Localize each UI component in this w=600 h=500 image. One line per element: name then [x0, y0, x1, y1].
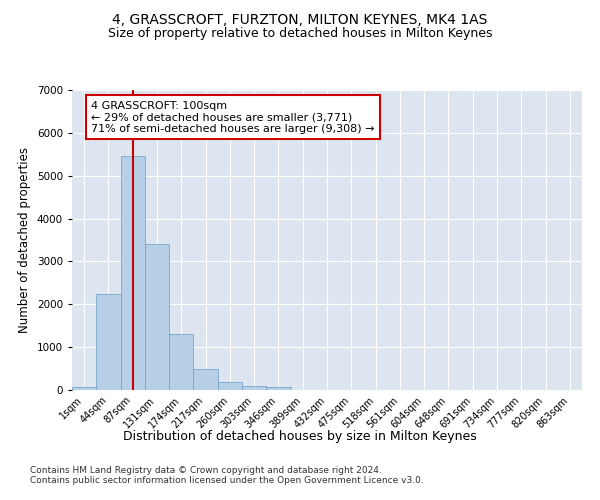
Bar — [266, 388, 290, 390]
Bar — [96, 294, 121, 390]
Bar — [193, 370, 218, 390]
Bar — [145, 244, 169, 390]
Bar — [121, 156, 145, 390]
Text: 4, GRASSCROFT, FURZTON, MILTON KEYNES, MK4 1AS: 4, GRASSCROFT, FURZTON, MILTON KEYNES, M… — [112, 12, 488, 26]
Text: Distribution of detached houses by size in Milton Keynes: Distribution of detached houses by size … — [123, 430, 477, 443]
Bar — [242, 386, 266, 390]
Bar — [72, 386, 96, 390]
Text: 4 GRASSCROFT: 100sqm
← 29% of detached houses are smaller (3,771)
71% of semi-de: 4 GRASSCROFT: 100sqm ← 29% of detached h… — [91, 100, 375, 134]
Bar — [218, 382, 242, 390]
Bar — [169, 334, 193, 390]
Text: Size of property relative to detached houses in Milton Keynes: Size of property relative to detached ho… — [108, 28, 492, 40]
Text: Contains HM Land Registry data © Crown copyright and database right 2024.
Contai: Contains HM Land Registry data © Crown c… — [30, 466, 424, 485]
Y-axis label: Number of detached properties: Number of detached properties — [18, 147, 31, 333]
